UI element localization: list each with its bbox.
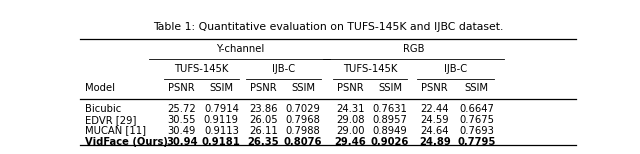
Text: SSIM: SSIM [378,83,402,93]
Text: 0.7795: 0.7795 [458,137,496,147]
Text: 24.89: 24.89 [419,137,451,147]
Text: PSNR: PSNR [337,83,364,93]
Text: 24.64: 24.64 [420,126,449,136]
Text: 0.7631: 0.7631 [372,104,408,114]
Text: Y-channel: Y-channel [216,44,264,54]
Text: 0.9113: 0.9113 [204,126,239,136]
Text: 26.35: 26.35 [248,137,279,147]
Text: TUFS-145K: TUFS-145K [174,64,228,74]
Text: 26.05: 26.05 [249,115,278,125]
Text: PSNR: PSNR [421,83,448,93]
Text: 26.11: 26.11 [249,126,278,136]
Text: SSIM: SSIM [291,83,316,93]
Text: Model: Model [85,83,115,93]
Text: 0.7968: 0.7968 [286,115,321,125]
Text: EDVR [29]: EDVR [29] [85,115,136,125]
Text: 0.8949: 0.8949 [372,126,408,136]
Text: 23.86: 23.86 [249,104,278,114]
Text: 29.00: 29.00 [336,126,365,136]
Text: Bicubic: Bicubic [85,104,121,114]
Text: 24.59: 24.59 [420,115,449,125]
Text: IJB-C: IJB-C [272,64,295,74]
Text: RGB: RGB [403,44,424,54]
Text: 29.46: 29.46 [335,137,366,147]
Text: 24.31: 24.31 [336,104,365,114]
Text: Table 1: Quantitative evaluation on TUFS-145K and IJBC dataset.: Table 1: Quantitative evaluation on TUFS… [153,22,503,32]
Text: 30.55: 30.55 [168,115,196,125]
Text: 30.49: 30.49 [168,126,196,136]
Text: 30.94: 30.94 [166,137,198,147]
Text: 0.6647: 0.6647 [460,104,494,114]
Text: IJB-C: IJB-C [444,64,467,74]
Text: SSIM: SSIM [465,83,489,93]
Text: 0.9026: 0.9026 [371,137,409,147]
Text: 0.9181: 0.9181 [202,137,241,147]
Text: 0.8957: 0.8957 [372,115,408,125]
Text: 22.44: 22.44 [420,104,449,114]
Text: 29.08: 29.08 [336,115,365,125]
Text: 0.8076: 0.8076 [284,137,323,147]
Text: 0.9119: 0.9119 [204,115,239,125]
Text: SSIM: SSIM [209,83,234,93]
Text: PSNR: PSNR [250,83,277,93]
Text: 0.7914: 0.7914 [204,104,239,114]
Text: 25.72: 25.72 [167,104,196,114]
Text: PSNR: PSNR [168,83,195,93]
Text: 0.7675: 0.7675 [460,115,494,125]
Text: 0.7693: 0.7693 [460,126,494,136]
Text: 0.7988: 0.7988 [286,126,321,136]
Text: TUFS-145K: TUFS-145K [343,64,397,74]
Text: 0.7029: 0.7029 [286,104,321,114]
Text: VidFace (Ours): VidFace (Ours) [85,137,168,147]
Text: MUCAN [11]: MUCAN [11] [85,126,146,136]
